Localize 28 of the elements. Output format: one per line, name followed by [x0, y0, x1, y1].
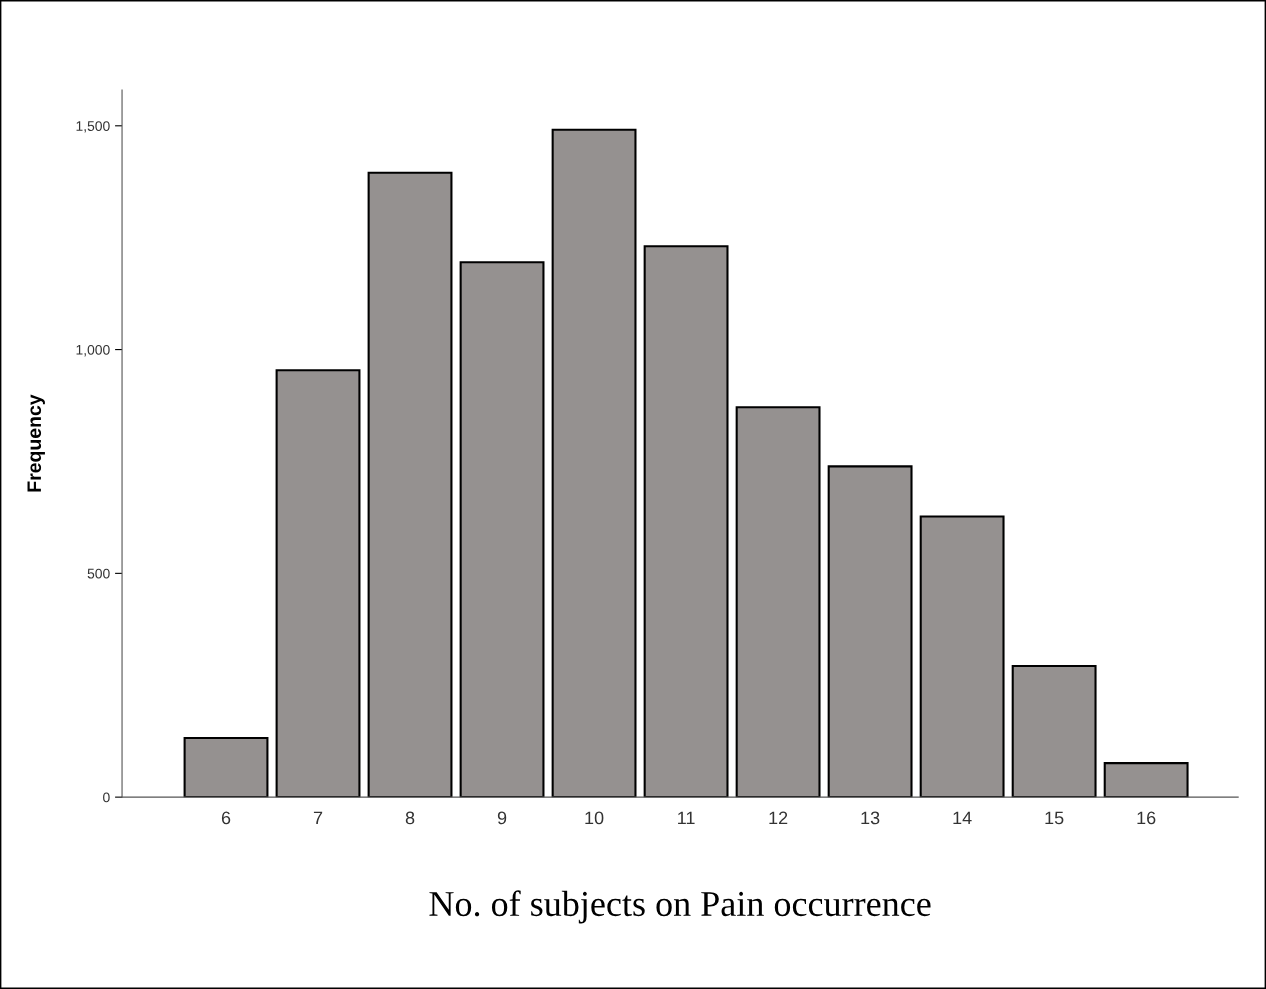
- x-tick-label: 9: [497, 811, 507, 825]
- x-tick-label: 16: [1137, 811, 1156, 825]
- y-tick-label: 0: [103, 792, 110, 803]
- bar: [643, 245, 729, 798]
- bar: [183, 737, 269, 798]
- bar: [367, 171, 453, 798]
- bar: [919, 515, 1005, 798]
- y-tick-label: 1,500: [76, 121, 110, 133]
- x-axis-title: No. of subjects on Pain occurrence: [429, 890, 931, 924]
- x-tick-label: 7: [313, 811, 323, 825]
- x-tick-label: 12: [769, 811, 788, 825]
- y-tick-label: 500: [87, 568, 110, 579]
- x-tick-label: 13: [861, 811, 880, 825]
- x-tick-label: 14: [953, 811, 972, 825]
- x-tick-label: 8: [405, 811, 415, 825]
- y-axis-title: Frequency: [27, 394, 45, 492]
- bar: [551, 128, 637, 798]
- bar: [1103, 762, 1189, 798]
- x-tick-label: 10: [585, 811, 604, 825]
- x-tick-label: 11: [678, 811, 695, 825]
- bar: [827, 465, 913, 798]
- bar: [275, 369, 361, 798]
- x-tick-label: 15: [1045, 811, 1064, 825]
- bar: [735, 406, 821, 798]
- y-tick-label: 1,000: [76, 344, 110, 357]
- bar: [1011, 664, 1097, 798]
- bar: [459, 261, 545, 798]
- x-tick-label: 6: [221, 811, 231, 825]
